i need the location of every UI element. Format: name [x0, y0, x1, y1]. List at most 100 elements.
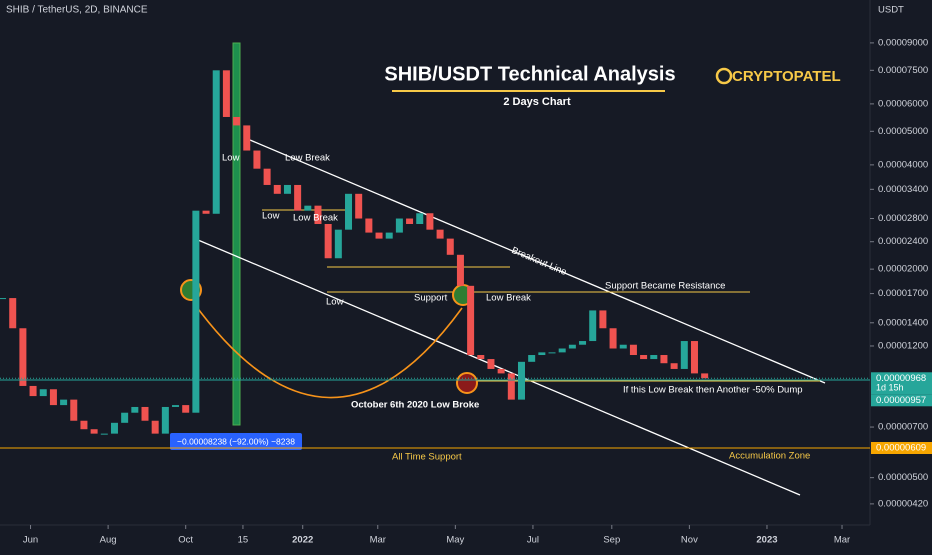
candle-body — [121, 412, 129, 423]
y-tick-label: 0.00000420 — [878, 498, 928, 509]
x-tick-label: Jul — [527, 535, 539, 546]
candle-body — [456, 254, 464, 286]
candle-body — [90, 429, 98, 434]
annotation: Low — [262, 211, 280, 222]
candle-body — [222, 70, 230, 117]
candle-body — [9, 298, 17, 329]
candle-body — [141, 406, 149, 421]
candle-body — [233, 116, 241, 126]
y-tick-label: 0.00001400 — [878, 317, 928, 328]
candle-body — [416, 213, 424, 224]
annotation: Low Break — [486, 293, 531, 304]
candle-body — [579, 341, 587, 345]
annotation: Low — [222, 153, 240, 164]
annotation: Accumulation Zone — [729, 451, 810, 462]
candle-body — [60, 399, 68, 406]
y-tick-label: 0.00004000 — [878, 159, 928, 170]
candle-body — [609, 328, 617, 349]
candle-body — [446, 238, 454, 255]
y-tick-label: 0.00000700 — [878, 422, 928, 433]
candle-body — [660, 355, 668, 364]
chart-title: SHIB/USDT Technical Analysis — [384, 63, 675, 85]
y-tick-label: 0.00001200 — [878, 340, 928, 351]
y-tick-label: 0.00005000 — [878, 126, 928, 137]
candle-body — [161, 406, 169, 434]
price-label: 0.00000609 — [876, 443, 926, 454]
candle-body — [670, 363, 678, 369]
breakout-line — [249, 139, 826, 384]
candle-body — [385, 232, 393, 239]
price-label: 0.00000968 — [876, 373, 926, 384]
y-tick-label: 0.00002800 — [878, 213, 928, 224]
price-label-box — [871, 372, 932, 395]
candle-body — [538, 352, 546, 356]
candle-body — [355, 193, 363, 219]
candle-body — [253, 150, 261, 169]
candle-body — [548, 352, 556, 354]
candle-body — [263, 168, 271, 185]
candle-body — [172, 405, 180, 407]
annotation: If this Low Break then Another -50% Dump — [623, 385, 803, 396]
candle-body — [19, 328, 27, 386]
measure-label: −0.00008238 (−92.00%) −8238 — [177, 436, 295, 446]
candle-body — [151, 420, 159, 434]
annotation: Low — [326, 297, 344, 308]
candle-body — [568, 344, 576, 349]
candle-body — [640, 355, 648, 360]
candle-body — [212, 70, 220, 214]
annotation: Support Became Resistance — [605, 281, 725, 292]
candle-body — [517, 361, 525, 400]
candle-body — [131, 406, 139, 413]
candle-body — [100, 433, 108, 435]
candle-body — [39, 389, 47, 397]
symbol-header: SHIB / TetherUS, 2D, BINANCE — [6, 5, 148, 16]
candle-body — [629, 344, 637, 356]
candle-body — [680, 341, 688, 369]
highlight-bar — [232, 42, 241, 426]
candle-body — [29, 385, 37, 397]
candle-body — [477, 355, 485, 360]
y-tick-label: 0.00003400 — [878, 184, 928, 195]
candle-body — [528, 355, 536, 362]
currency-label: USDT — [878, 5, 904, 16]
candle-body — [558, 348, 566, 353]
candle-body — [467, 285, 475, 356]
y-tick-label: 0.00006000 — [878, 98, 928, 109]
candle-body — [701, 373, 709, 379]
candle-body — [324, 223, 332, 259]
x-tick-label: May — [446, 535, 464, 546]
y-tick-label: 0.00002000 — [878, 264, 928, 275]
measure-box — [170, 433, 302, 450]
x-tick-label: 15 — [238, 535, 249, 546]
price-label: 0.00000957 — [876, 395, 926, 406]
candle-body — [202, 210, 210, 214]
candle-body — [406, 218, 414, 224]
x-tick-label: 2023 — [756, 535, 777, 546]
candle-body — [273, 184, 281, 194]
candle-body — [589, 310, 597, 342]
candle-body — [395, 218, 403, 233]
y-tick-label: 0.00007500 — [878, 65, 928, 76]
price-label-box — [871, 394, 932, 407]
candle-body — [619, 344, 627, 349]
candle-body — [243, 125, 251, 151]
candle-body — [426, 213, 434, 230]
candle-body — [507, 373, 515, 400]
annotation: Support — [414, 293, 448, 304]
candle-body — [294, 184, 302, 211]
x-tick-label: Nov — [681, 535, 698, 546]
candle-body — [690, 341, 698, 374]
candle-body — [304, 205, 312, 211]
chart-subtitle: 2 Days Chart — [503, 96, 571, 108]
x-tick-label: 2022 — [292, 535, 313, 546]
annotation: All Time Support — [392, 452, 462, 463]
candle-body — [70, 399, 78, 421]
candle-body — [599, 310, 607, 329]
candle-body — [334, 229, 342, 259]
x-tick-label: Oct — [178, 535, 193, 546]
candle-body — [110, 422, 118, 434]
candle-body — [365, 218, 373, 233]
candle-body — [375, 232, 383, 239]
candle-body — [283, 184, 291, 194]
x-tick-label: Aug — [100, 535, 117, 546]
